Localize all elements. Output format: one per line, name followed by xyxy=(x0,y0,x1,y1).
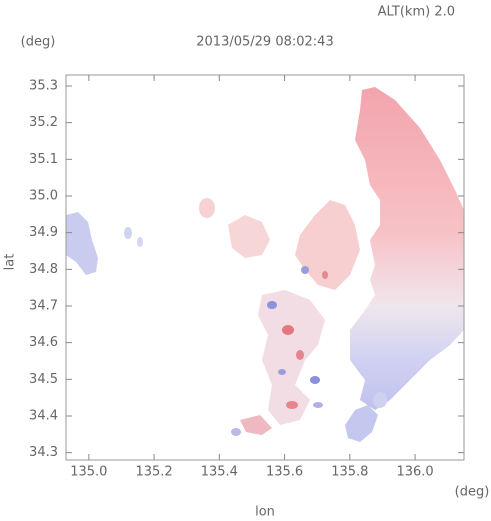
y-tick-label: 34.4 xyxy=(29,409,58,424)
chart-title: 2013/05/29 08:02:43 xyxy=(196,35,333,50)
echo xyxy=(301,266,309,274)
x-tick-label: 135.4 xyxy=(201,465,238,480)
y-axis-label: lat xyxy=(3,254,18,271)
echo xyxy=(322,271,328,279)
echo xyxy=(295,200,360,290)
echo xyxy=(258,290,325,425)
echo xyxy=(137,237,143,247)
y-tick-label: 35.3 xyxy=(29,79,58,94)
y-tick-label: 35.0 xyxy=(29,189,58,204)
echo xyxy=(228,215,270,258)
echo xyxy=(345,405,378,442)
echo xyxy=(66,212,98,275)
echo xyxy=(296,350,304,360)
x-tick-label: 135.0 xyxy=(70,465,107,480)
y-tick-label: 34.9 xyxy=(29,225,58,240)
y-unit: (deg) xyxy=(21,35,56,50)
x-unit: (deg) xyxy=(455,485,490,500)
y-tick-label: 35.2 xyxy=(29,115,58,130)
y-tick-label: 34.7 xyxy=(29,299,58,314)
y-tick-label: 34.5 xyxy=(29,372,58,387)
x-tick-label: 135.2 xyxy=(135,465,172,480)
y-tick-label: 34.6 xyxy=(29,335,58,350)
y-tick-label: 34.3 xyxy=(29,445,58,460)
x-axis-label: lon xyxy=(255,505,275,520)
echo xyxy=(240,415,272,435)
echo xyxy=(310,376,320,384)
y-tick-label: 35.1 xyxy=(29,152,58,167)
echo xyxy=(267,301,277,309)
echo xyxy=(124,227,132,239)
echo xyxy=(231,428,241,436)
echo xyxy=(286,401,298,409)
altitude: ALT(km) 2.0 xyxy=(378,5,455,20)
x-tick-label: 136.0 xyxy=(396,465,433,480)
x-tick-label: 135.8 xyxy=(331,465,368,480)
x-tick-label: 135.6 xyxy=(266,465,303,480)
radar-echoes xyxy=(66,87,464,442)
echo xyxy=(313,402,323,408)
y-tick-label: 34.8 xyxy=(29,262,58,277)
echo xyxy=(350,87,464,410)
echo xyxy=(278,369,286,375)
echo xyxy=(282,325,294,335)
plot-frame xyxy=(65,74,465,461)
echo xyxy=(199,198,215,218)
echo xyxy=(373,392,387,408)
